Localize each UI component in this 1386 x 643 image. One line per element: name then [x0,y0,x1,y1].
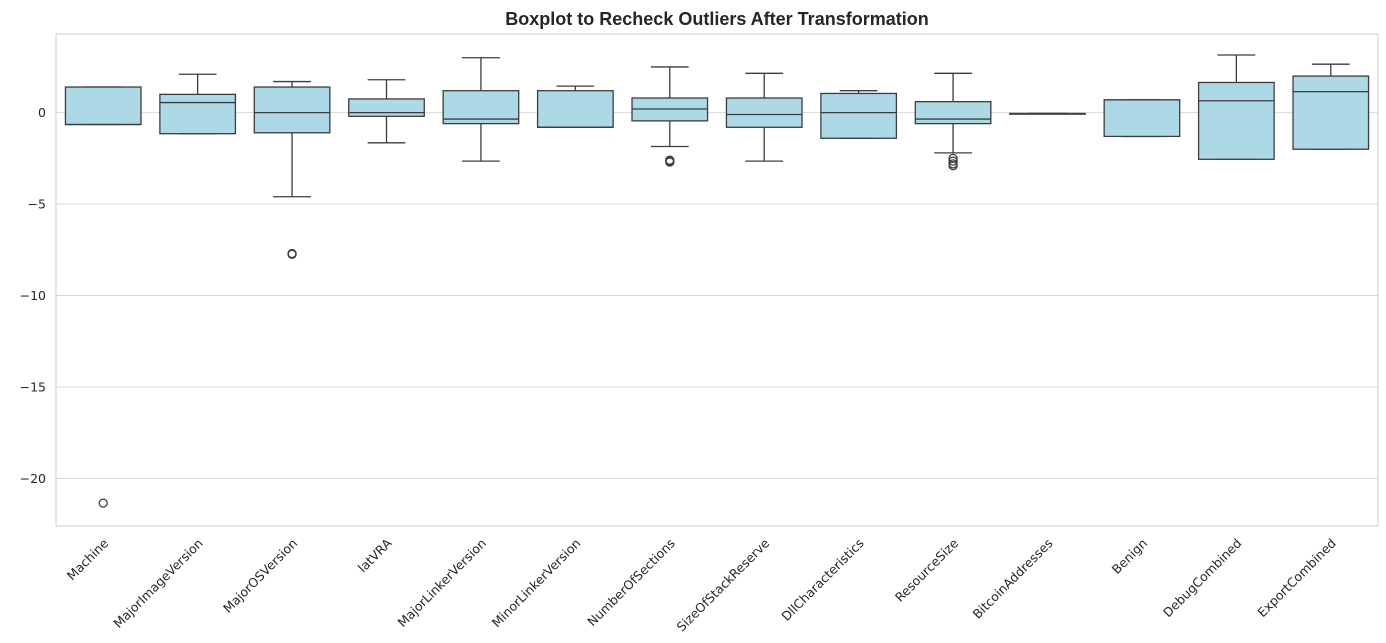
x-axis-ticks: Machine MajorImageVersion MajorOSVersion la… [64,535,1339,634]
y-tick-label: −10 [20,288,46,303]
outlier-point [665,157,675,167]
box-10 [1009,112,1086,115]
x-tick-label: Benign [1109,536,1150,577]
box-body [820,92,898,139]
box-5 [536,85,614,128]
box-12 [1197,54,1275,160]
box-11 [1103,99,1181,138]
x-tick-label: DllCharacteristics [778,536,866,624]
box-13 [1292,63,1370,150]
box-body [914,101,992,125]
x-tick-label: ExportCombined [1254,536,1338,620]
box-body [442,90,520,125]
box-6 [631,66,709,167]
x-tick-label: NumberOfSections [584,536,678,630]
box-body [348,98,425,117]
box-9 [914,72,992,171]
box-4 [442,57,520,162]
box-body [536,90,614,128]
outlier-point [287,248,297,259]
box-body [253,86,331,134]
x-tick-label: MinorLinkerVersion [489,536,584,631]
x-tick-label: Machine [64,535,112,583]
box-body [725,97,803,128]
box-body [1292,75,1370,150]
y-tick-label: −15 [20,379,46,394]
x-tick-label: latVRA [355,535,395,575]
box-body [159,93,237,135]
grid-lines [56,112,1378,479]
outlier-point [948,153,958,164]
box-3 [348,79,425,144]
x-tick-label: BitcoinAddresses [969,536,1055,622]
y-axis-ticks: 0 −5 −10 −15 −20 [20,105,46,486]
outlier-point [948,156,958,166]
x-tick-label: MajorOSVersion [220,536,300,616]
box-0 [64,86,142,508]
plot-frame [55,33,1379,527]
x-tick-label: DebugCombined [1160,536,1245,621]
box-2 [253,80,331,260]
outlier-point [948,161,958,171]
x-tick-label: ResourceSize [892,535,962,605]
box-7 [725,72,803,162]
box-body [1103,99,1181,138]
box-body [1197,81,1275,160]
box-body [64,86,142,126]
outlier-point [98,498,108,508]
boxes [64,54,1370,508]
y-tick-label: −20 [20,471,46,486]
box-1 [159,73,237,135]
x-tick-label: MajorLinkerVersion [395,536,490,631]
box-8 [820,90,898,139]
x-tick-label: SizeOfStackReserve [674,535,773,634]
x-tick-label: MajorImageVersion [110,536,205,631]
y-tick-label: −5 [28,197,46,212]
y-tick-label: 0 [38,105,46,120]
chart-title: Boxplot to Recheck Outliers After Transf… [505,9,928,29]
